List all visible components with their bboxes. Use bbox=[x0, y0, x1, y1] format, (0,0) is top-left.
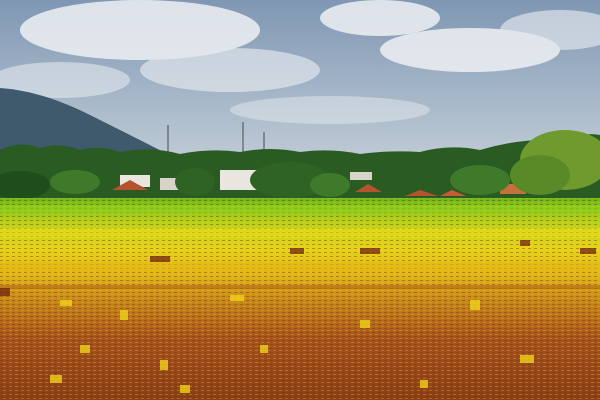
trees-near bbox=[0, 130, 600, 199]
village-buildings bbox=[0, 170, 526, 196]
field-highlights bbox=[50, 295, 534, 393]
field-specks bbox=[0, 240, 596, 296]
mountain bbox=[0, 88, 175, 165]
clouds bbox=[0, 0, 600, 124]
field-bands bbox=[0, 205, 600, 289]
